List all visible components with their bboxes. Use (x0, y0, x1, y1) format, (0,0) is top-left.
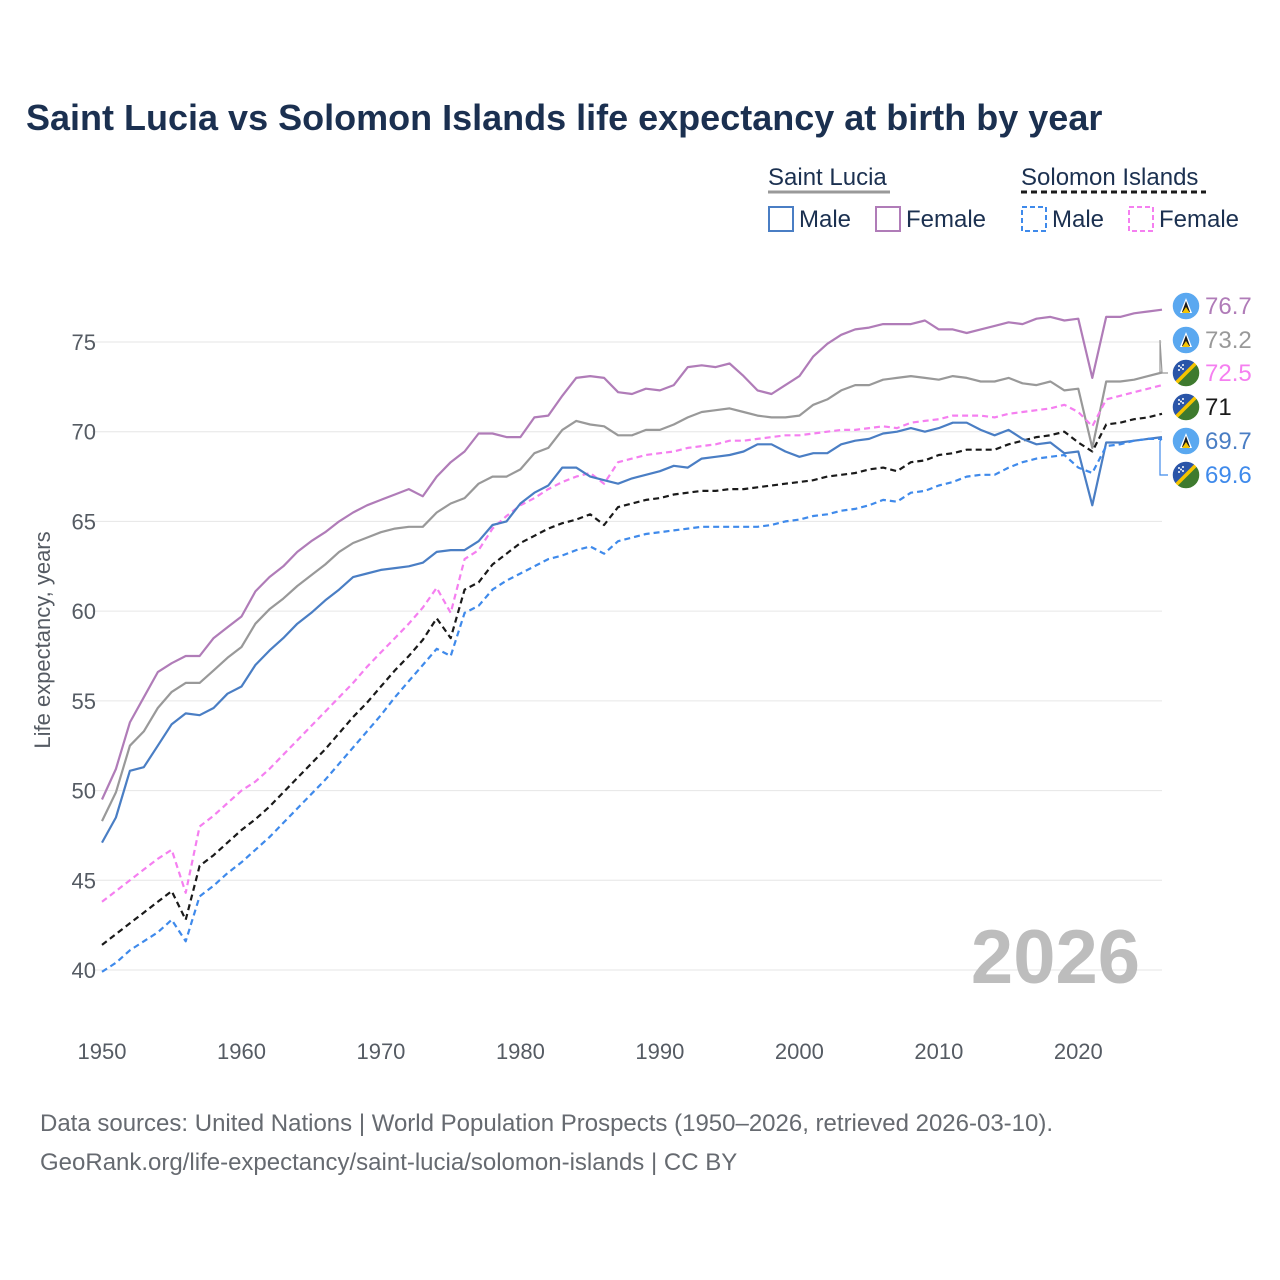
series-lines (100, 308, 1163, 973)
x-tick-label: 2010 (914, 1039, 963, 1064)
x-axis-ticks: 1950 1960 1970 1980 1990 2000 2010 2020 (78, 1039, 1103, 1064)
legend-label-saint-lucia-female: Female (906, 206, 986, 233)
series-line-5 (101, 437, 1162, 973)
end-value-label: 69.6 (1205, 462, 1252, 489)
solomon-islands-flag-icon (1171, 358, 1201, 388)
end-value-label: 72.5 (1205, 360, 1252, 387)
legend-label-solomon-islands-male: Male (1052, 206, 1104, 233)
series-line-4 (101, 421, 1163, 844)
y-tick-label: 40 (72, 958, 96, 983)
legend-label-saint-lucia-male: Male (799, 206, 851, 233)
x-tick-label: 1990 (635, 1039, 684, 1064)
y-axis-ticks: 40 45 50 55 60 65 70 75 (72, 330, 96, 983)
end-value-label: 76.7 (1205, 293, 1252, 320)
saint-lucia-flag-icon (1171, 325, 1201, 355)
source-line-1: Data sources: United Nations | World Pop… (40, 1110, 1053, 1137)
legend-swatch-solomon-islands-female (1128, 206, 1154, 232)
y-tick-label: 60 (72, 599, 96, 624)
grid (92, 341, 1162, 971)
legend-swatch-saint-lucia-female (875, 206, 901, 232)
legend-swatch-solomon-islands-male (1021, 206, 1047, 232)
legend-group-saint-lucia: Saint Lucia Male Female (768, 164, 986, 233)
legend-label-solomon-islands-female: Female (1159, 206, 1239, 233)
x-tick-label: 1980 (496, 1039, 545, 1064)
series-line-3 (101, 412, 1163, 946)
legend-group-title-saint-lucia: Saint Lucia (768, 164, 887, 191)
y-tick-label: 50 (72, 779, 96, 804)
year-watermark: 2026 (971, 915, 1140, 1000)
bracket-saint-lucia (1159, 339, 1168, 374)
end-label-brackets (1159, 339, 1168, 476)
x-tick-label: 2020 (1054, 1039, 1103, 1064)
bracket-solomon-male (1159, 438, 1168, 476)
legend-group-title-solomon-islands: Solomon Islands (1021, 164, 1198, 191)
legend-swatch-saint-lucia-male (768, 206, 794, 232)
x-tick-label: 1950 (78, 1039, 127, 1064)
end-value-label: 71 (1205, 394, 1232, 421)
legend: Saint Lucia Male Female Solomon Islands … (768, 164, 1239, 233)
y-tick-label: 75 (72, 330, 96, 355)
end-value-label: 73.2 (1205, 327, 1252, 354)
x-tick-label: 1970 (356, 1039, 405, 1064)
y-tick-label: 70 (72, 420, 96, 445)
legend-group-solomon-islands: Solomon Islands Male Female (1021, 164, 1239, 233)
solomon-islands-flag-icon (1171, 460, 1201, 490)
y-tick-label: 65 (72, 509, 96, 534)
end-labels: 76.7 73.2 72.5 71 69.7 69.6 (1171, 291, 1252, 490)
y-axis-label: Life expectancy, years (30, 531, 55, 748)
end-value-label: 69.7 (1205, 428, 1252, 455)
saint-lucia-flag-icon (1171, 291, 1201, 321)
source-line-2: GeoRank.org/life-expectancy/saint-lucia/… (40, 1149, 737, 1176)
x-tick-label: 2000 (775, 1039, 824, 1064)
saint-lucia-flag-icon (1171, 426, 1201, 456)
x-tick-label: 1960 (217, 1039, 266, 1064)
solomon-islands-flag-icon (1171, 392, 1201, 422)
y-tick-label: 45 (72, 868, 96, 893)
series-line-1 (101, 371, 1163, 822)
series-line-2 (101, 384, 1163, 903)
series-line-0 (100, 308, 1163, 800)
chart-title: Saint Lucia vs Solomon Islands life expe… (26, 97, 1102, 138)
y-tick-label: 55 (72, 689, 96, 714)
